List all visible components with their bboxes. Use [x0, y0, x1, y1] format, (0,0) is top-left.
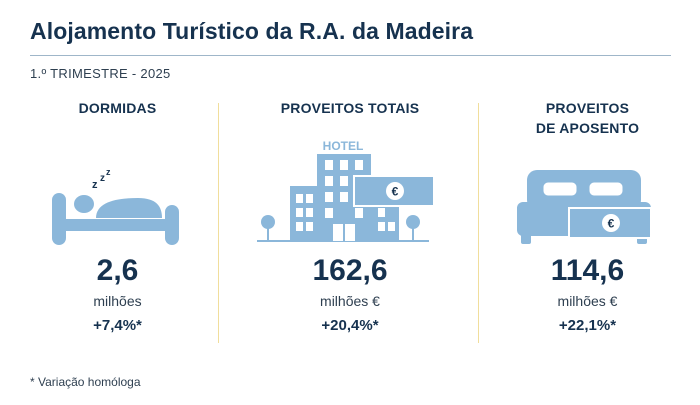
metric-heading-line: PROVEITOS — [545, 100, 630, 116]
metric-dormidas: DORMIDAS z z z 2,6 milhões +7,4%* — [30, 98, 205, 348]
column-divider — [478, 103, 479, 343]
metric-change: +22,1%* — [558, 317, 617, 334]
metric-change: +7,4%* — [93, 317, 142, 334]
period-label: 1.º TRIMESTRE - 2025 — [30, 66, 171, 81]
page-title: Alojamento Turístico da R.A. da Madeira — [30, 18, 474, 44]
metric-proveitos-aposento: PROVEITOS DE APOSENTO € 114,6 milhões € … — [495, 98, 680, 348]
metric-heading: DORMIDAS — [78, 100, 157, 116]
column-divider — [218, 103, 219, 343]
metric-value: 162,6 — [312, 254, 388, 287]
metric-value: 2,6 — [96, 254, 139, 287]
title-rule — [30, 55, 671, 56]
svg-text:z: z — [92, 179, 98, 191]
metric-heading: PROVEITOS DE APOSENTO — [495, 98, 680, 140]
metric-value: 114,6 — [550, 254, 625, 287]
metric-proveitos-totais: PROVEITOS TOTAIS HOTEL — [245, 98, 455, 348]
svg-text:€: € — [608, 217, 615, 231]
sleeping-person-icon: z z z — [30, 138, 205, 248]
bed-icon: € — [495, 138, 680, 248]
svg-text:z: z — [100, 173, 105, 184]
metric-unit: milhões € — [320, 293, 380, 309]
hotel-icon: HOTEL — [245, 138, 455, 248]
metric-unit: milhões € — [557, 293, 618, 309]
hotel-sign: HOTEL — [323, 139, 364, 153]
svg-text:€: € — [392, 185, 399, 199]
metric-heading-line: DE APOSENTO — [535, 120, 640, 136]
metric-unit: milhões — [93, 293, 142, 309]
svg-text:z: z — [106, 167, 111, 177]
metric-change: +20,4%* — [321, 317, 379, 334]
metric-heading: PROVEITOS TOTAIS — [280, 100, 420, 116]
footnote: * Variação homóloga — [30, 375, 141, 389]
